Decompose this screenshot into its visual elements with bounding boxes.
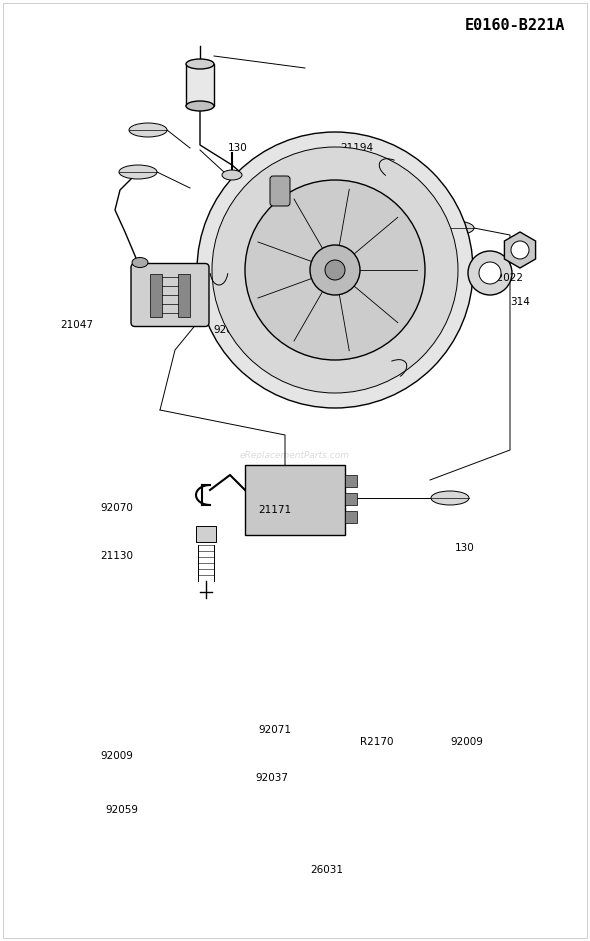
- Text: R2170: R2170: [360, 737, 394, 747]
- Text: 21130: 21130: [100, 551, 133, 561]
- FancyBboxPatch shape: [250, 225, 276, 245]
- Bar: [178, 274, 190, 316]
- Ellipse shape: [431, 491, 469, 505]
- Ellipse shape: [436, 221, 474, 235]
- Text: E0160-B221A: E0160-B221A: [465, 18, 565, 33]
- Bar: [150, 274, 162, 316]
- Text: 92037: 92037: [255, 773, 288, 783]
- Text: 92022: 92022: [490, 273, 523, 283]
- Circle shape: [479, 262, 501, 284]
- Text: 314: 314: [510, 297, 530, 307]
- FancyBboxPatch shape: [131, 263, 209, 327]
- Ellipse shape: [129, 123, 167, 137]
- Bar: [186, 64, 214, 106]
- FancyBboxPatch shape: [270, 176, 290, 206]
- Circle shape: [468, 251, 512, 295]
- Circle shape: [511, 241, 529, 259]
- Circle shape: [325, 260, 345, 280]
- Circle shape: [310, 245, 360, 295]
- Ellipse shape: [132, 258, 148, 267]
- Bar: [345, 475, 357, 487]
- Text: 92070: 92070: [100, 503, 133, 513]
- Bar: [196, 526, 216, 542]
- Bar: [245, 465, 345, 535]
- Bar: [345, 493, 357, 505]
- Text: 21194: 21194: [340, 143, 373, 153]
- Bar: [354, 211, 406, 245]
- Text: 21047: 21047: [60, 320, 93, 330]
- Ellipse shape: [119, 165, 157, 179]
- Circle shape: [245, 180, 425, 360]
- Text: 21171: 21171: [258, 505, 291, 515]
- Text: 92071: 92071: [258, 725, 291, 735]
- Circle shape: [212, 147, 458, 393]
- Text: 26031: 26031: [310, 865, 343, 875]
- Circle shape: [197, 132, 473, 408]
- Bar: [345, 511, 357, 523]
- Text: 92059: 92059: [105, 805, 138, 815]
- Text: 92009: 92009: [450, 737, 483, 747]
- Text: 92038: 92038: [213, 325, 246, 335]
- Text: 92009: 92009: [100, 751, 133, 761]
- Text: 130: 130: [455, 543, 475, 553]
- Ellipse shape: [222, 170, 242, 180]
- Ellipse shape: [186, 101, 214, 111]
- Text: 130: 130: [228, 143, 248, 153]
- Ellipse shape: [239, 200, 257, 214]
- Ellipse shape: [186, 59, 214, 69]
- Text: eReplacementParts.com: eReplacementParts.com: [240, 451, 350, 459]
